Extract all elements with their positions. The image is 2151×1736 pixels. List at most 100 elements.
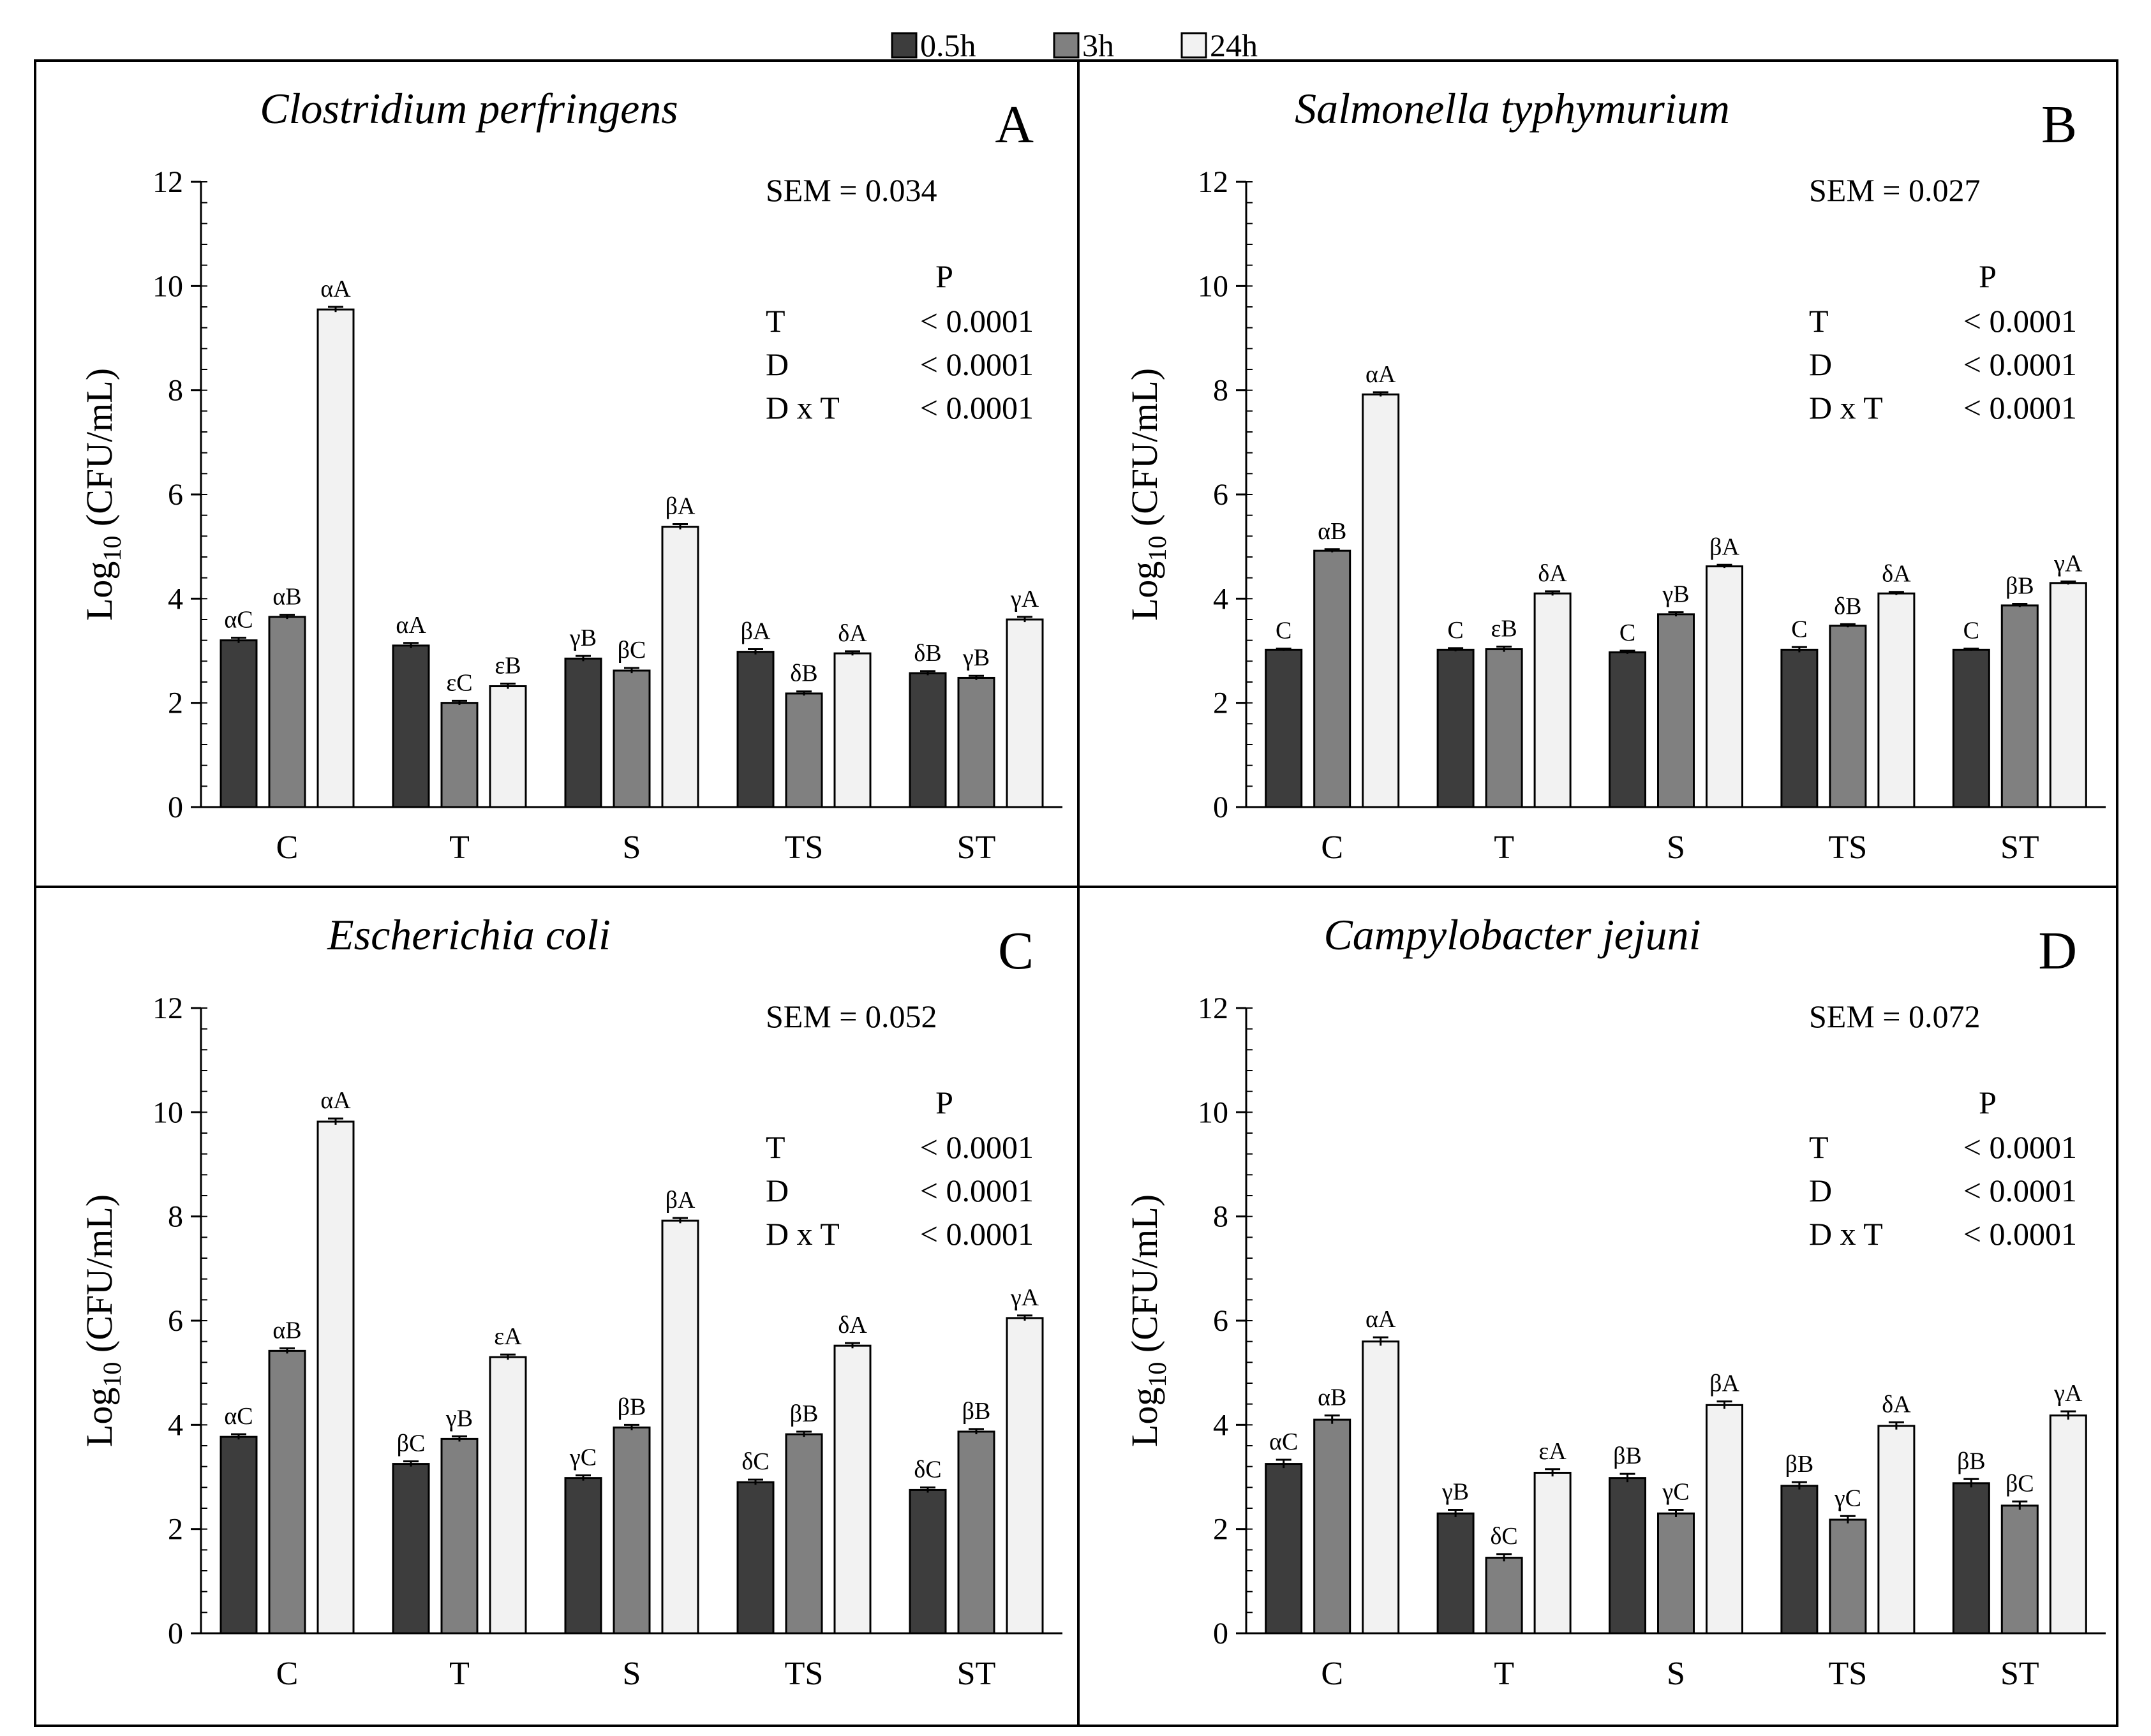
significance-label: βA	[666, 1187, 696, 1213]
bar-0.5h	[909, 672, 947, 808]
significance-label: αA	[1366, 361, 1396, 388]
significance-label: γB	[1441, 1478, 1469, 1505]
significance-label: γC	[1662, 1478, 1689, 1505]
bar-0.5h	[1265, 1463, 1303, 1635]
y-axis-label-suffix: (CFU/mL)	[1124, 368, 1165, 536]
panel-title: Escherichia coli	[327, 910, 611, 959]
x-category-label: ST	[2000, 1656, 2039, 1692]
significance-label: βB	[618, 1393, 646, 1420]
bar-24h	[2049, 582, 2087, 808]
bar-3h	[957, 1430, 995, 1635]
stat-row-value: < 0.0001	[920, 1216, 1034, 1252]
significance-label: δA	[1882, 1391, 1911, 1418]
significance-label: C	[1963, 618, 1979, 644]
significance-label: βC	[2006, 1470, 2034, 1497]
bar-0.5h	[564, 1477, 602, 1635]
x-category-label: C	[276, 1656, 299, 1692]
x-category-label: TS	[1829, 829, 1868, 866]
significance-label: δB	[914, 640, 941, 667]
stat-row-label: D	[766, 346, 789, 382]
significance-label: γC	[1834, 1485, 1861, 1511]
x-category-label: C	[1321, 1656, 1343, 1692]
significance-label: δB	[1834, 593, 1861, 619]
bar-3h	[440, 1437, 479, 1635]
bar-0.5h	[1609, 651, 1646, 808]
significance-label: γB	[962, 644, 990, 671]
significance-label: βB	[790, 1400, 819, 1427]
y-axis-label: Log10 (CFU/mL)	[1124, 368, 1172, 621]
significance-label: εA	[494, 1323, 522, 1350]
y-tick-label: 10	[153, 269, 183, 303]
y-axis-label-suffix: (CFU/mL)	[1124, 1194, 1165, 1362]
y-tick-label: 2	[168, 686, 183, 720]
legend-label-24h: 24h	[1210, 27, 1258, 63]
stat-row-label: D	[766, 1173, 789, 1208]
x-category-label: TS	[1829, 1656, 1868, 1692]
legend-label-3h: 3h	[1082, 27, 1114, 63]
y-tick-label: 8	[1213, 374, 1228, 408]
y-tick-label: 4	[168, 582, 183, 616]
bar-3h	[1829, 1518, 1867, 1635]
bar-3h	[268, 1349, 306, 1635]
y-tick-label: 6	[1213, 478, 1228, 512]
stat-row-label: D x T	[1809, 1216, 1883, 1252]
significance-label: αC	[224, 1403, 253, 1430]
significance-label: αB	[272, 584, 301, 611]
x-category-label: TS	[785, 1656, 824, 1692]
y-tick-label: 8	[168, 1200, 183, 1234]
significance-label: βB	[1785, 1451, 1814, 1478]
bar-0.5h	[1436, 648, 1475, 808]
significance-label: βA	[1709, 1370, 1739, 1397]
significance-label: αA	[1366, 1306, 1396, 1333]
x-category-label: T	[1494, 829, 1514, 866]
stat-row-label: D x T	[1809, 390, 1883, 426]
p-header: P	[935, 258, 953, 294]
significance-label: C	[1276, 618, 1291, 644]
bar-0.5h	[1265, 648, 1303, 808]
bar-24h	[833, 1344, 872, 1635]
bar-0.5h	[1952, 648, 1990, 808]
bar-24h	[489, 1356, 527, 1635]
significance-label: δA	[838, 1312, 867, 1339]
bar-0.5h	[1780, 648, 1819, 808]
y-axis-label-subscript: 10	[98, 1362, 126, 1388]
significance-label: γA	[2053, 550, 2083, 577]
y-tick-label: 4	[168, 1408, 183, 1442]
significance-label: βA	[666, 493, 696, 520]
y-axis-label-suffix: (CFU/mL)	[78, 1194, 120, 1362]
bar-0.5h	[736, 651, 775, 808]
stat-row-value: < 0.0001	[1963, 1173, 2077, 1208]
significance-label: εA	[1538, 1438, 1567, 1465]
significance-label: βA	[741, 618, 771, 645]
sem-text: SEM = 0.027	[1809, 172, 1981, 208]
stat-row-value: < 0.0001	[1963, 1129, 2077, 1165]
bar-0.5h	[1952, 1482, 1990, 1635]
significance-label: εC	[446, 669, 472, 696]
panel-title: Salmonella typhymurium	[1295, 84, 1730, 133]
y-tick-label: 0	[168, 1617, 183, 1651]
y-tick-label: 0	[1213, 1617, 1228, 1651]
y-tick-label: 4	[1213, 1408, 1228, 1442]
bar-3h	[1313, 549, 1351, 808]
significance-label: C	[1791, 616, 1807, 642]
bar-3h	[957, 676, 995, 808]
significance-label: δC	[1490, 1523, 1517, 1550]
panel-title: Campylobacter jejuni	[1323, 910, 1701, 959]
y-tick-label: 2	[1213, 686, 1228, 720]
legend-swatch-24h	[1180, 32, 1207, 59]
significance-label: γA	[2053, 1380, 2083, 1407]
panel-letter: B	[2041, 95, 2077, 154]
legend: 0.5h 3h 24h	[891, 27, 1258, 63]
significance-label: γA	[1010, 1284, 1039, 1311]
significance-label: γB	[1662, 581, 1689, 608]
x-category-label: ST	[2000, 829, 2039, 866]
y-axis-label-subscript: 10	[1143, 536, 1172, 561]
bar-0.5h	[1609, 1477, 1646, 1635]
bar-24h	[316, 1120, 355, 1635]
legend-label-0.5h: 0.5h	[920, 27, 976, 63]
bar-0.5h	[392, 644, 430, 808]
bar-0.5h	[392, 1463, 430, 1635]
y-tick-label: 6	[1213, 1304, 1228, 1338]
